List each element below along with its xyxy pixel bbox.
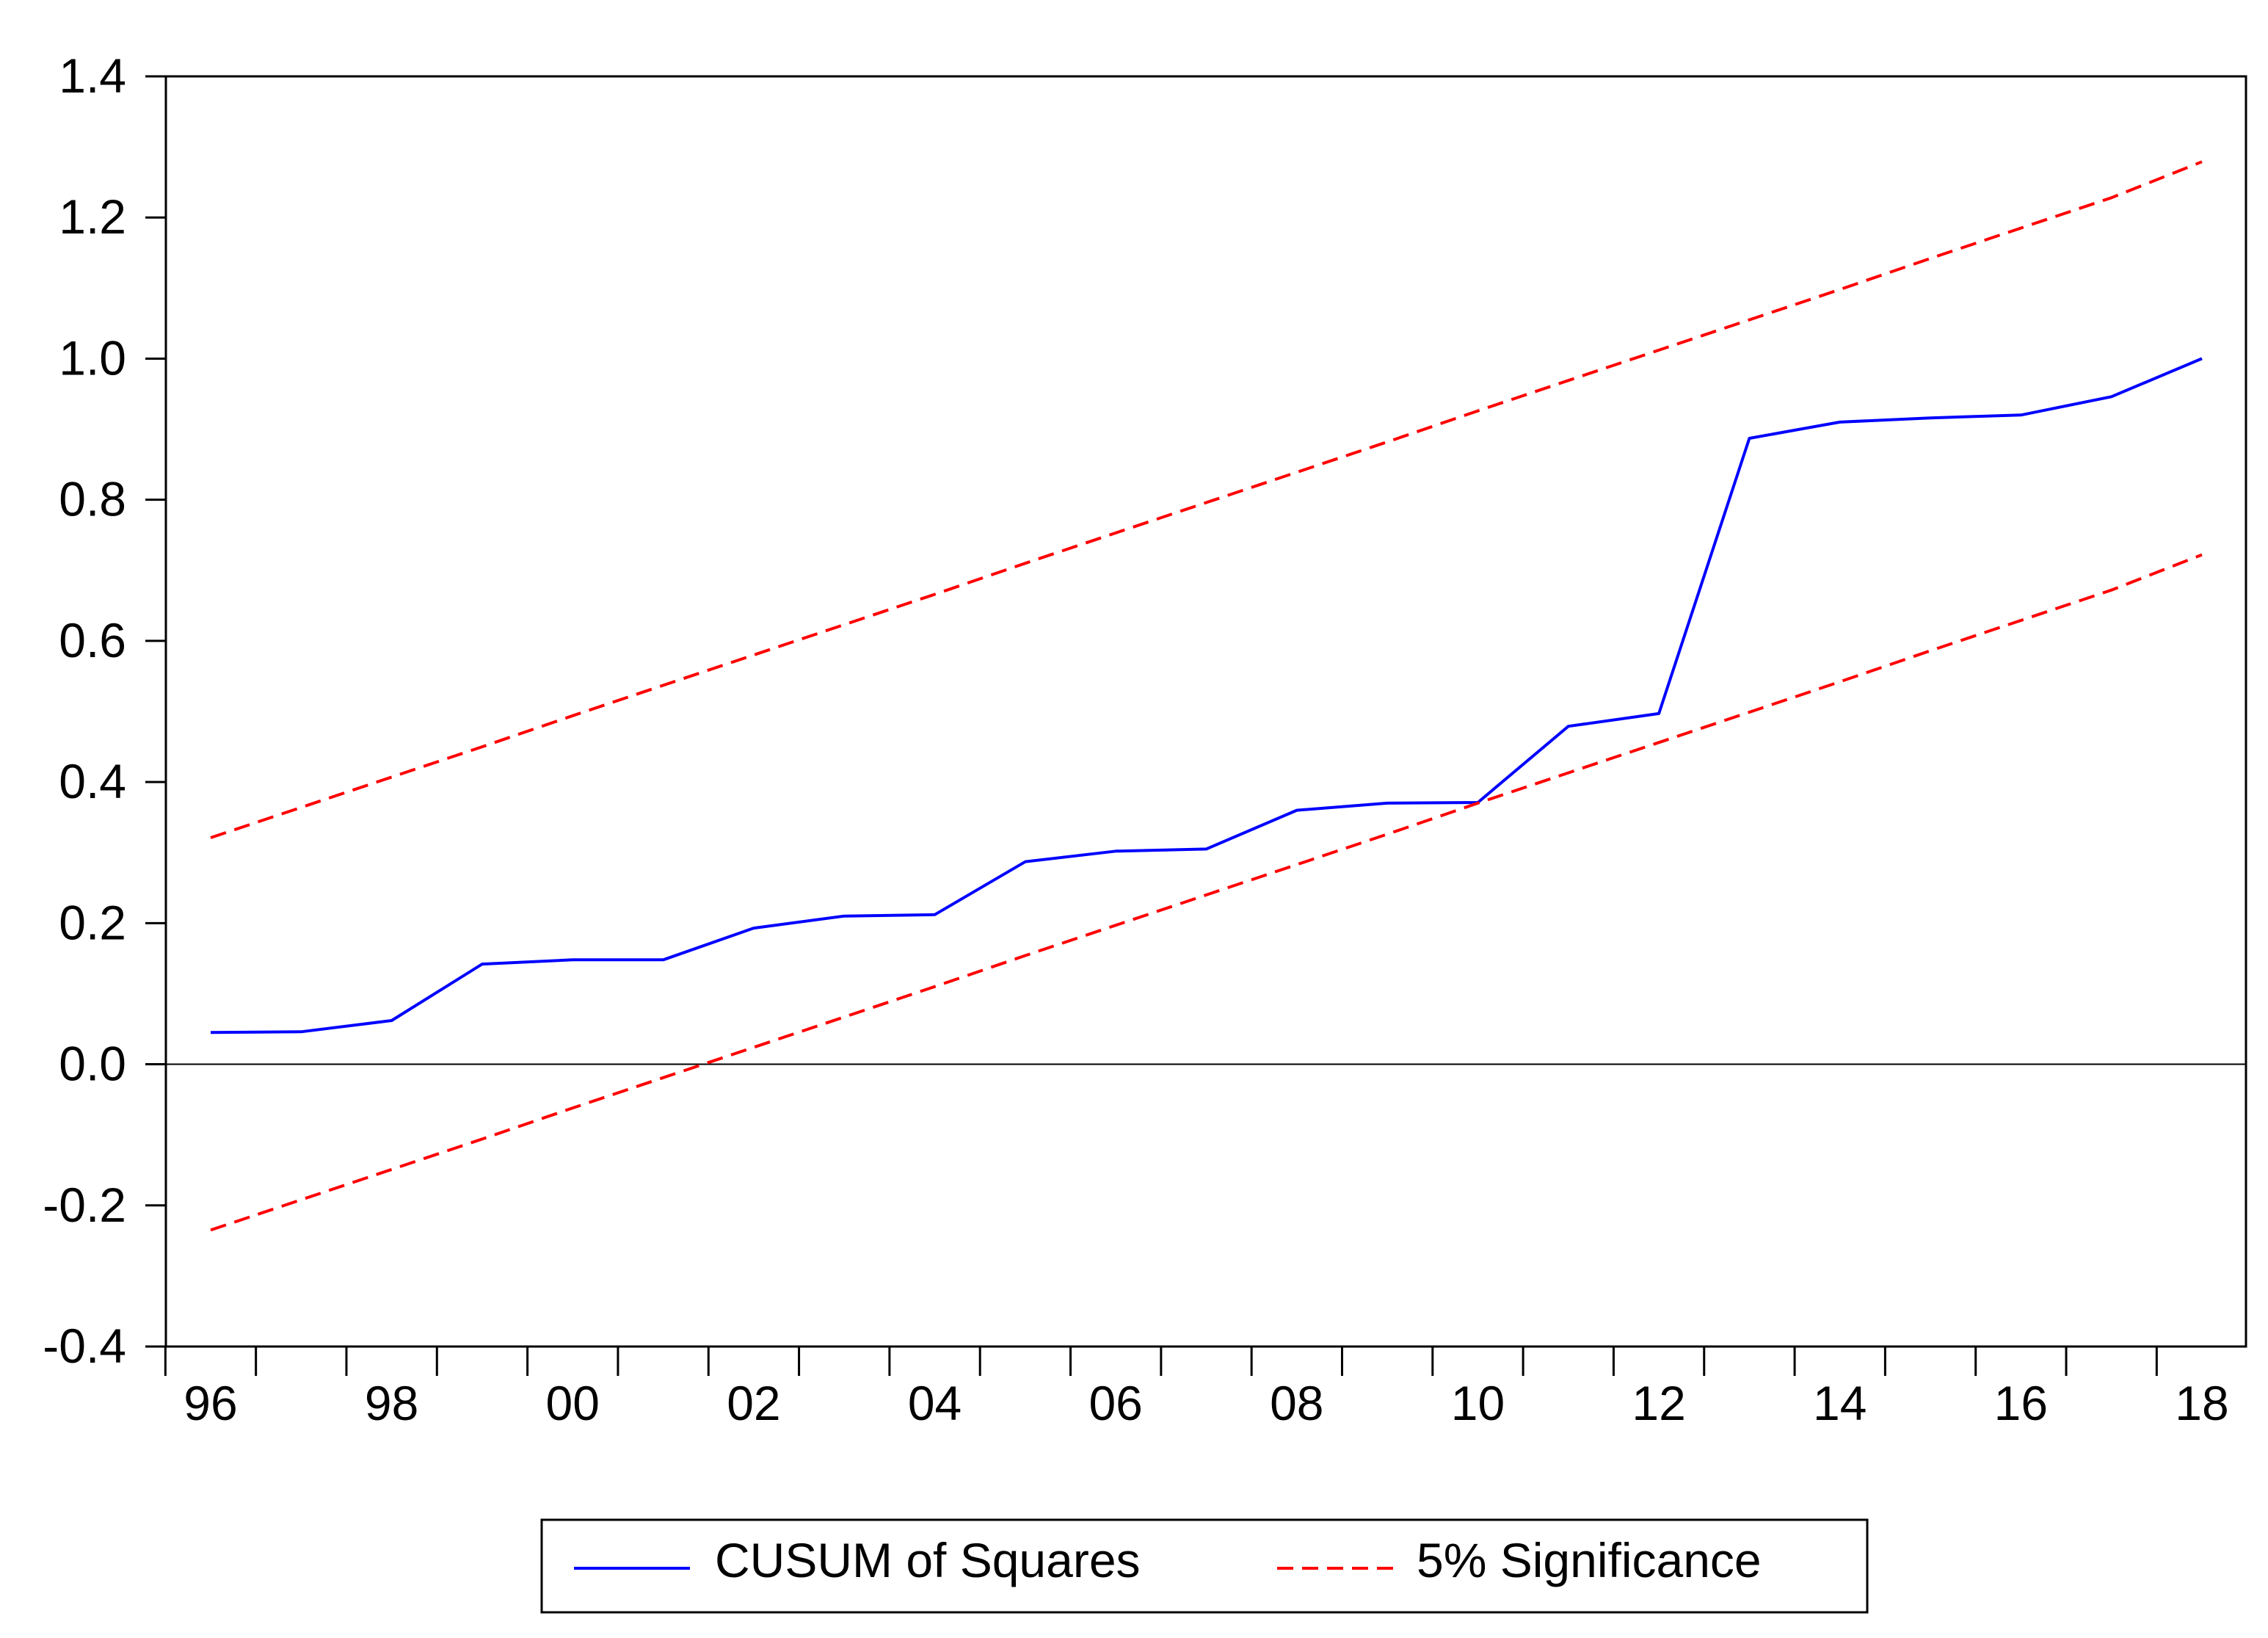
y-tick-label: -0.2 [43, 1178, 126, 1232]
series-line-2 [210, 553, 2203, 1232]
x-tick-label: 98 [365, 1376, 418, 1430]
y-tick-label: 1.2 [59, 189, 126, 244]
y-tick-label: 0.4 [59, 754, 126, 808]
x-tick-label: 08 [1270, 1376, 1323, 1430]
series-line-1 [210, 160, 2203, 839]
plot-frame [164, 75, 2247, 1348]
legend-box [540, 1518, 1869, 1614]
y-tick-label: 0.8 [59, 472, 126, 526]
x-tick-label: 00 [546, 1376, 600, 1430]
legend-label-0: CUSUM of Squares [715, 1533, 1141, 1587]
legend-label-1: 5% Significance [1417, 1533, 1762, 1587]
series-line-0 [210, 357, 2203, 1034]
x-tick-label: 02 [727, 1376, 780, 1430]
y-tick-label: 0.2 [59, 895, 126, 949]
x-tick-label: 12 [1632, 1376, 1685, 1430]
x-tick-label: 06 [1088, 1376, 1142, 1430]
axes: -0.4 -0.2 0.0 0.2 0.4 0.6 0.8 1.0 1.2 1.4 96 98 00 02… [43, 48, 2247, 1430]
y-tick-label: 0.0 [59, 1037, 126, 1091]
x-tick-label: 14 [1813, 1376, 1867, 1430]
y-tick-label: 1.0 [59, 330, 126, 385]
x-tick-label: 96 [183, 1376, 237, 1430]
y-tick-label: -0.4 [43, 1319, 126, 1373]
y-tick-label: 0.6 [59, 613, 126, 667]
x-tick-label: 10 [1451, 1376, 1505, 1430]
x-tick-label: 16 [1994, 1376, 2048, 1430]
plot-area [166, 160, 2246, 1232]
y-tick-label: 1.4 [59, 48, 126, 103]
legend: CUSUM of Squares 5% Significance [540, 1518, 1869, 1614]
x-tick-label: 04 [908, 1376, 962, 1430]
x-tick-label: 18 [2175, 1376, 2228, 1430]
